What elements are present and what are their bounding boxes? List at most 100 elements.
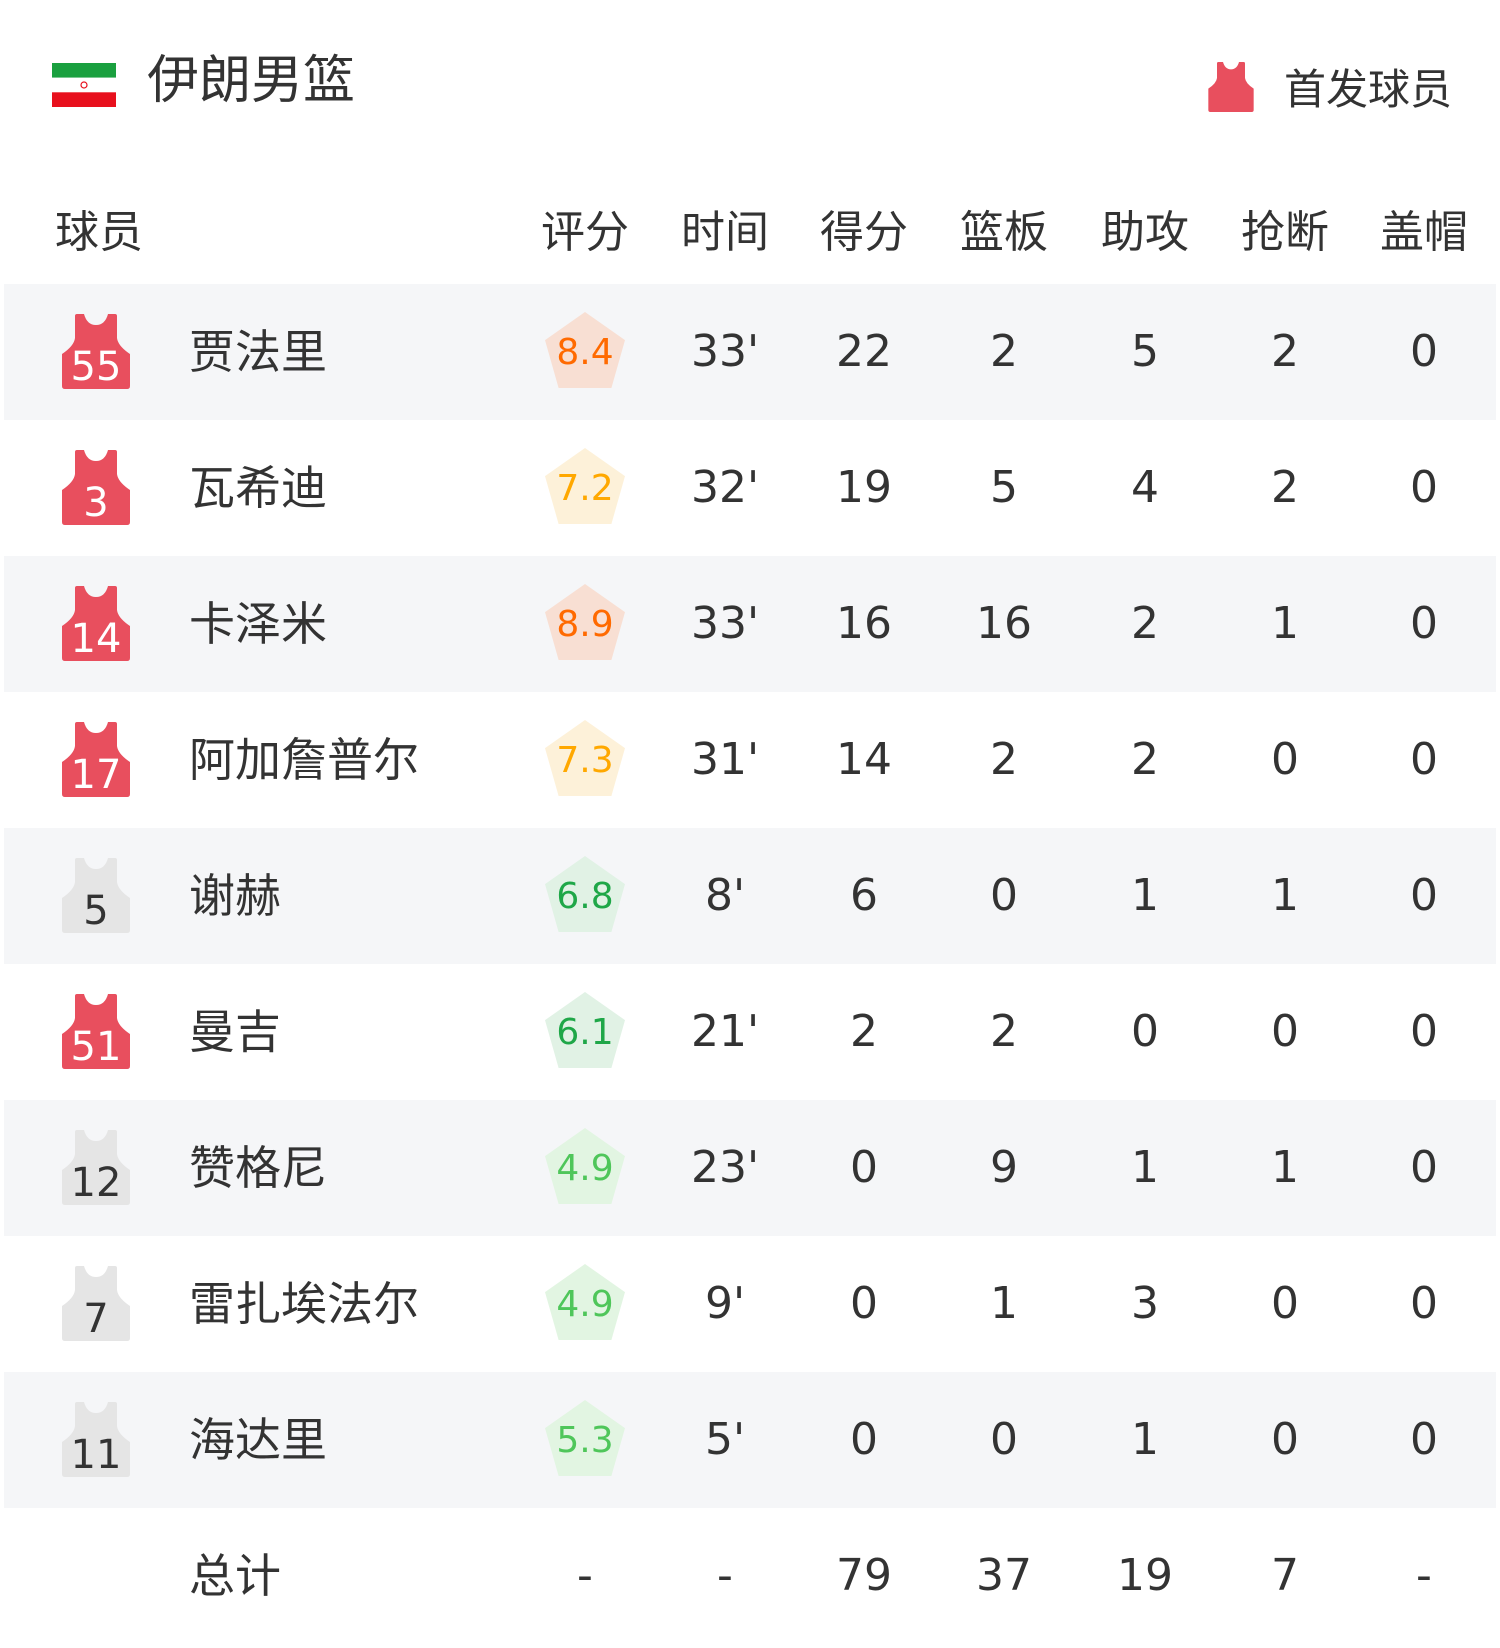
jersey-number: 51 [70,1024,122,1070]
table-row[interactable]: 51 曼吉 6.1 21' 2 2 0 0 0 [4,964,1496,1100]
table-row[interactable]: 7 雷扎埃法尔 4.9 9' 0 1 3 0 0 [4,1236,1496,1372]
player-name[interactable]: 雷扎埃法尔 [189,1277,419,1331]
table-row[interactable]: 14 卡泽米 8.9 33' 16 16 2 1 0 [4,556,1496,692]
stat-cell: 0 [1410,598,1438,649]
stat-cell: 1 [1131,1414,1159,1465]
rating-badge: 8.9 [545,584,625,660]
jersey-number: 14 [70,616,122,662]
jersey-number: 11 [70,1432,122,1478]
stat-cell: 0 [1131,1006,1159,1057]
totals-row: 总计 - - 79 37 19 7 - [4,1508,1496,1644]
stat-cell: 2 [990,734,1018,785]
jersey-number: 3 [83,480,109,526]
player-name[interactable]: 卡泽米 [189,597,327,651]
stat-cell: 19 [836,462,892,513]
rating-badge: 6.8 [545,856,625,932]
column-header-rebounds[interactable]: 篮板 [960,207,1048,258]
total-cell: 7 [1271,1550,1299,1601]
stat-cell: 1 [1131,1142,1159,1193]
jersey-number: 7 [83,1296,109,1342]
stat-cell: 0 [990,870,1018,921]
stat-cell: 1 [1271,1142,1299,1193]
rating-value: 6.8 [556,876,614,917]
rating-value: 7.3 [556,740,614,781]
stat-cell: 1 [1271,598,1299,649]
rating-value: 4.9 [556,1148,614,1189]
stat-cell: 33' [690,326,760,377]
stat-cell: 0 [990,1414,1018,1465]
stat-cell: 0 [1271,1414,1299,1465]
stat-cell: 1 [990,1278,1018,1329]
stat-cell: 5 [990,462,1018,513]
stat-cell: 2 [990,1006,1018,1057]
stat-cell: 31' [690,734,760,785]
table-row[interactable]: 12 赞格尼 4.9 23' 0 9 1 1 0 [4,1100,1496,1236]
stat-cell: 4 [1131,462,1159,513]
stat-cell: 0 [1271,734,1299,785]
rating-badge: 7.3 [545,720,625,796]
table-row[interactable]: 5 谢赫 6.8 8' 6 0 1 1 0 [4,828,1496,964]
stat-cell: 16 [976,598,1032,649]
jersey-number-icon: 11 [62,1402,130,1478]
table-row[interactable]: 3 瓦希迪 7.2 32' 19 5 4 2 0 [4,420,1496,556]
stat-cell: 5' [704,1414,746,1465]
column-header-assists[interactable]: 助攻 [1101,207,1189,258]
stat-cell: 9' [704,1278,746,1329]
stat-cell: 0 [1410,1278,1438,1329]
stat-cell: 2 [1131,734,1159,785]
stat-cell: 8' [704,870,746,921]
player-name[interactable]: 瓦希迪 [189,461,327,515]
jersey-number-icon: 14 [62,586,130,662]
table-row[interactable]: 17 阿加詹普尔 7.3 31' 14 2 2 0 0 [4,692,1496,828]
rating-value: 6.1 [556,1012,614,1053]
table-row[interactable]: 11 海达里 5.3 5' 0 0 1 0 0 [4,1372,1496,1508]
jersey-number: 5 [83,888,109,934]
table-row[interactable]: 55 贾法里 8.4 33' 22 2 5 2 0 [4,284,1496,420]
starter-legend: 首发球员 [1208,56,1452,117]
jersey-number-icon: 5 [62,858,130,934]
column-header-rating[interactable]: 评分 [541,207,629,258]
rating-value: 4.9 [556,1284,614,1325]
stat-cell: 6 [850,870,878,921]
player-name[interactable]: 贾法里 [189,325,327,379]
player-name[interactable]: 赞格尼 [189,1141,327,1195]
starter-legend-label: 首发球员 [1283,65,1452,114]
column-header-points[interactable]: 得分 [820,207,908,258]
column-header-blocks[interactable]: 盖帽 [1380,207,1468,258]
stat-cell: 5 [1131,326,1159,377]
jersey-number-icon: 7 [62,1266,130,1342]
stat-cell: 14 [836,734,892,785]
starter-jersey-icon [1208,61,1254,112]
player-name[interactable]: 阿加詹普尔 [189,733,419,787]
stat-cell: 2 [1271,462,1299,513]
team-title: 伊朗男篮 [147,51,356,111]
jersey-number-icon: 17 [62,722,130,798]
column-header-time[interactable]: 时间 [681,207,769,258]
player-name[interactable]: 曼吉 [189,1005,281,1059]
stat-cell: 0 [1410,734,1438,785]
stat-cell: 0 [1410,870,1438,921]
column-header-steals[interactable]: 抢断 [1241,207,1329,258]
jersey-number: 12 [70,1160,122,1206]
rating-badge: 6.1 [545,992,625,1068]
jersey-number-icon: 12 [62,1130,130,1206]
stat-cell: 2 [990,326,1018,377]
player-name[interactable]: 谢赫 [189,869,281,923]
total-cell: - [577,1550,593,1601]
rating-value: 8.9 [556,604,614,645]
jersey-number-icon: 51 [62,994,130,1070]
stat-cell: 3 [1131,1278,1159,1329]
total-cell: - [1416,1550,1432,1601]
total-cell: - [717,1550,733,1601]
stat-cell: 22 [836,326,892,377]
stat-cell: 16 [836,598,892,649]
player-name[interactable]: 海达里 [189,1413,327,1467]
stat-cell: 0 [1271,1006,1299,1057]
rating-badge: 8.4 [545,312,625,388]
rating-value: 8.4 [556,332,614,373]
stat-cell: 2 [1271,326,1299,377]
jersey-number-icon: 55 [62,314,130,390]
stat-cell: 0 [1410,1142,1438,1193]
rating-value: 7.2 [556,468,614,509]
rating-badge: 4.9 [545,1128,625,1204]
